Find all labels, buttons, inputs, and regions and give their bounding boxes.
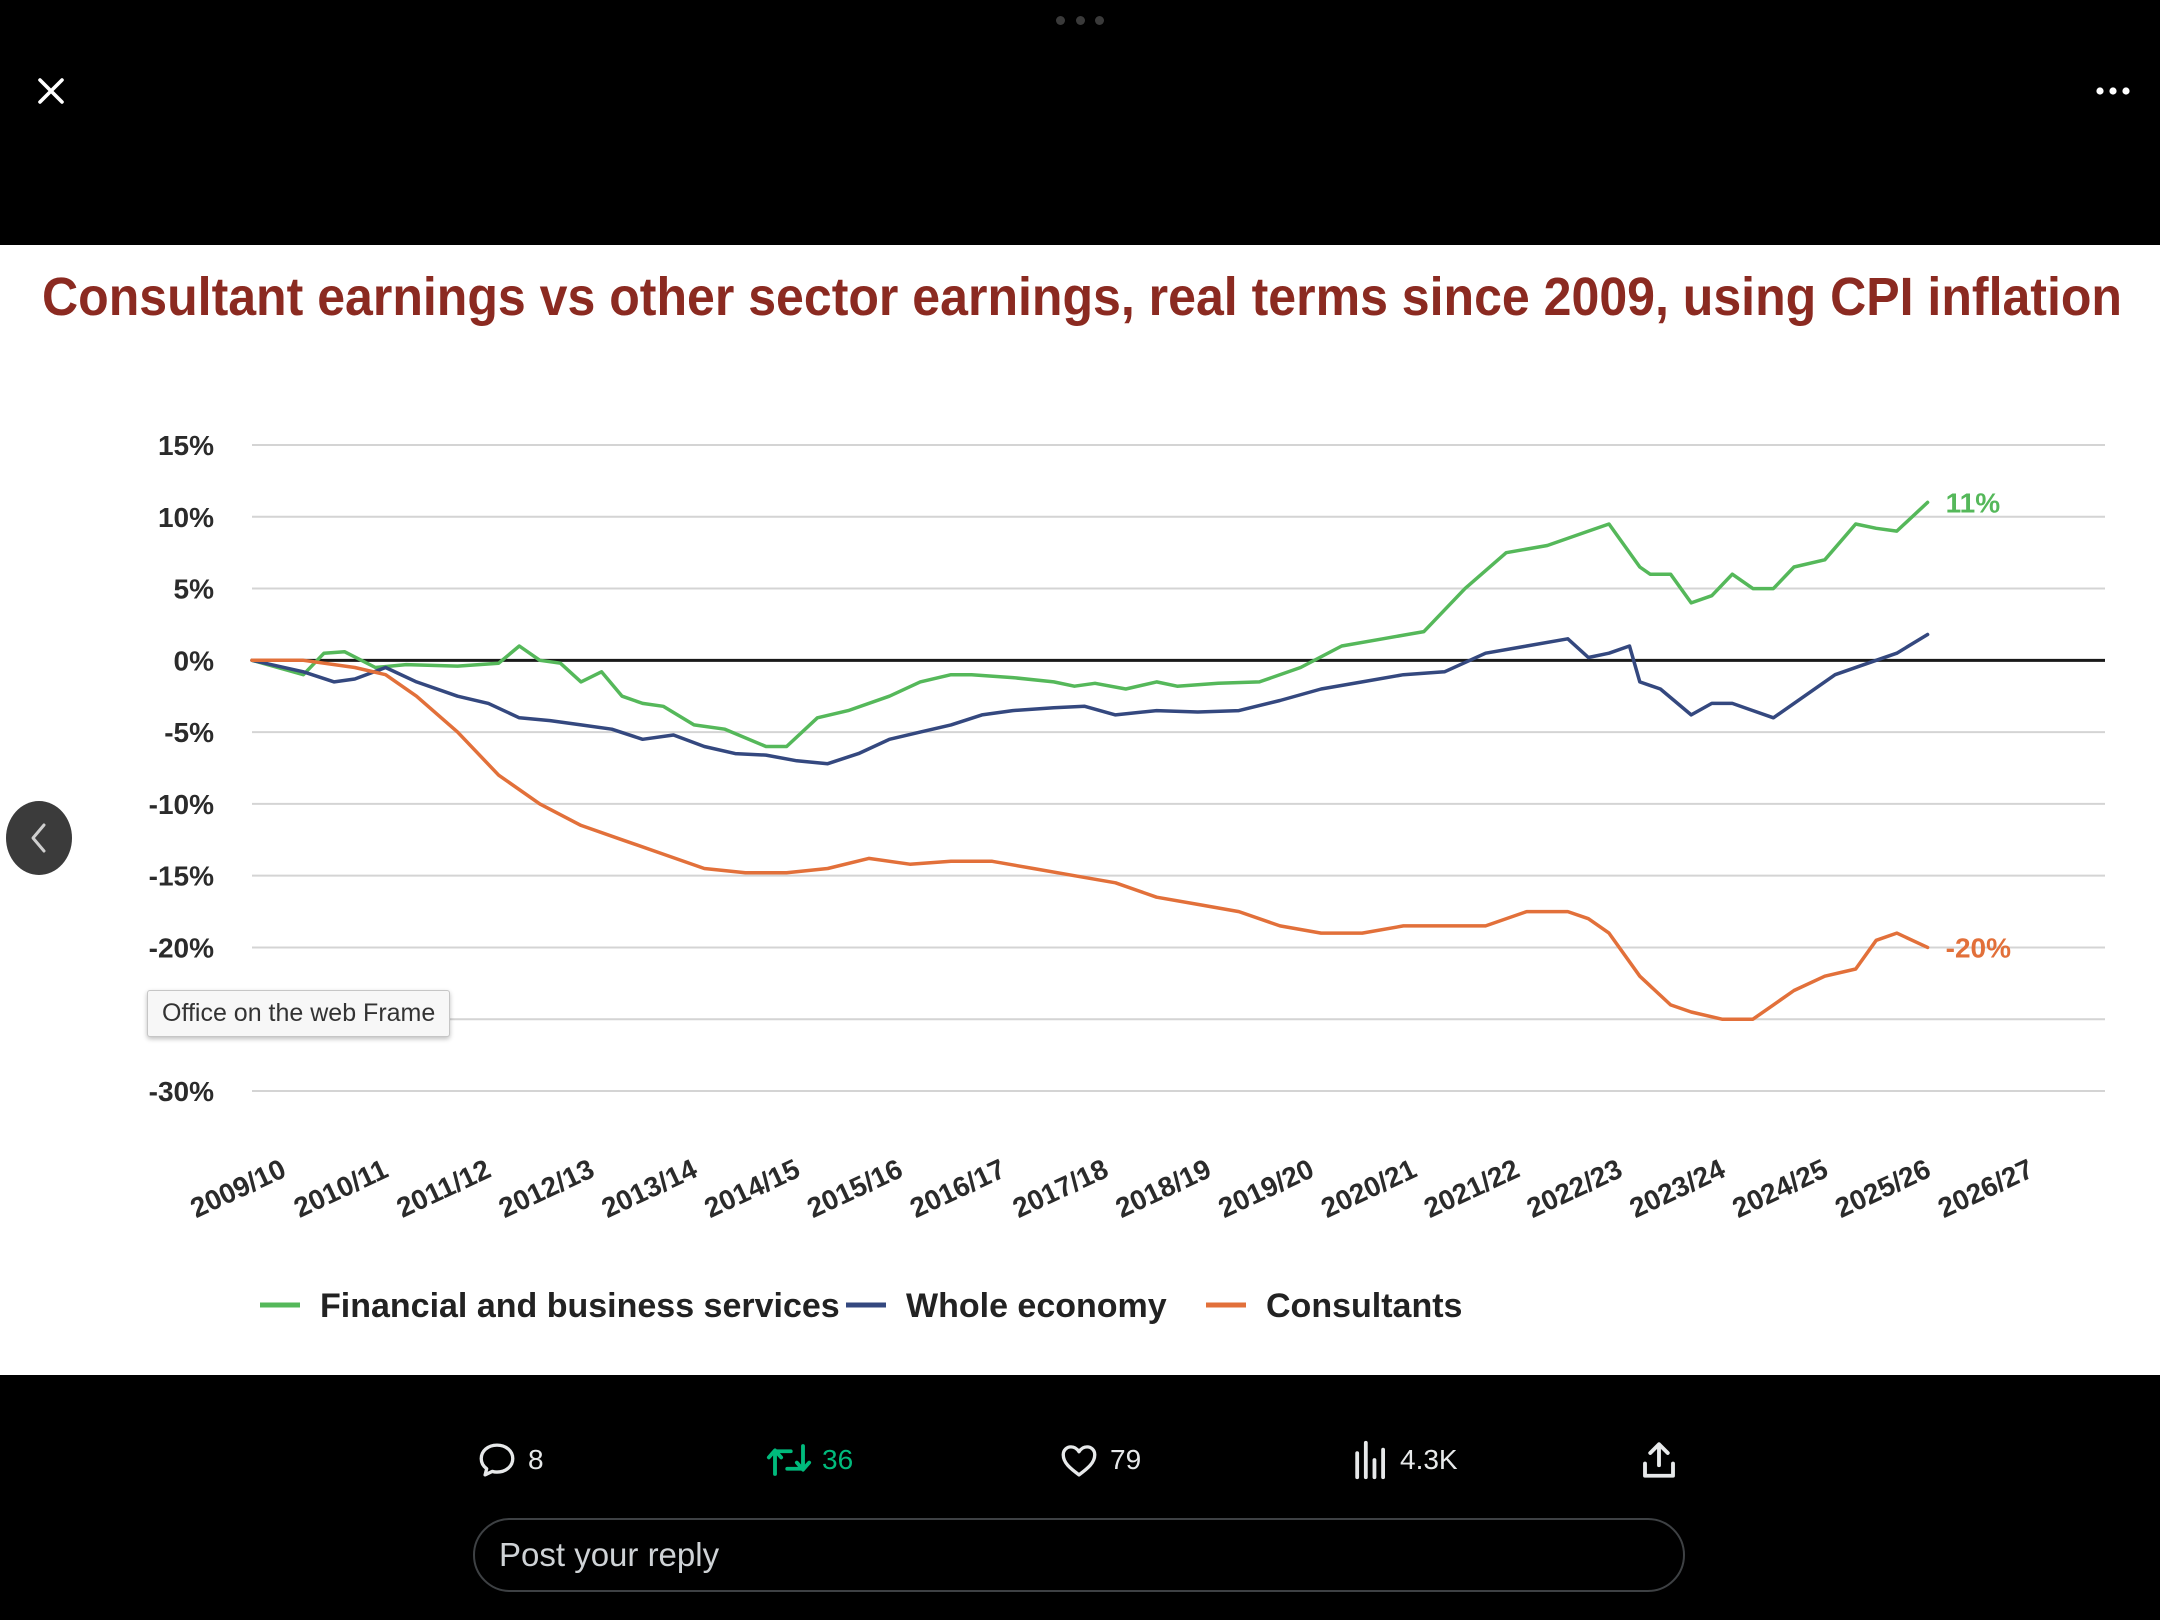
y-tick-label: 5% <box>174 574 215 605</box>
views-icon <box>1355 1440 1385 1480</box>
x-tick-label: 2013/14 <box>597 1153 702 1224</box>
repost-count: 36 <box>822 1444 854 1475</box>
x-tick-label: 2025/26 <box>1830 1153 1935 1224</box>
drag-handle <box>1056 14 1104 26</box>
y-tick-label: 15% <box>158 430 214 461</box>
y-tick-label: 10% <box>158 502 214 533</box>
more-options-button[interactable] <box>2086 68 2140 114</box>
chart-legend: Financial and business services Whole eco… <box>260 1287 1462 1325</box>
x-tick-label: 2020/21 <box>1316 1153 1421 1224</box>
x-tick-label: 2021/22 <box>1419 1153 1524 1224</box>
legend-label: Financial and business services <box>320 1287 840 1325</box>
x-tick-label: 2010/11 <box>289 1153 392 1223</box>
series-line-0 <box>250 500 1930 749</box>
more-horizontal-icon <box>2096 87 2130 95</box>
series-end-label: 11% <box>1946 487 2001 518</box>
views-button[interactable]: 4.3K <box>1352 1430 1458 1490</box>
x-tick-label: 2026/27 <box>1933 1153 2038 1224</box>
reply-placeholder: Post your reply <box>499 1536 720 1573</box>
views-count: 4.3K <box>1400 1444 1458 1475</box>
x-tick-label: 2009/10 <box>186 1153 291 1224</box>
x-tick-label: 2024/25 <box>1728 1153 1833 1224</box>
reply-icon <box>479 1443 515 1477</box>
x-tick-label: 2019/20 <box>1214 1153 1319 1224</box>
share-button[interactable] <box>1638 1430 1680 1490</box>
post-actions: 8 36 79 4.3K <box>0 1430 2160 1490</box>
like-count: 79 <box>1110 1444 1142 1475</box>
x-tick-label: 2023/24 <box>1625 1153 1730 1224</box>
like-button[interactable]: 79 <box>1058 1430 1141 1490</box>
repost-button[interactable]: 36 <box>766 1430 853 1490</box>
y-tick-label: -30% <box>149 1076 214 1107</box>
frame-tooltip: Office on the web Frame <box>147 990 451 1037</box>
y-tick-label: -20% <box>149 932 214 963</box>
media-image: Consultant earnings vs other sector earn… <box>0 245 2160 1375</box>
y-tick-label: -5% <box>164 717 214 748</box>
y-tick-label: -15% <box>149 861 214 892</box>
x-tick-label: 2015/16 <box>802 1153 907 1224</box>
y-tick-label: 0% <box>174 645 215 676</box>
reply-button[interactable]: 8 <box>476 1430 544 1490</box>
x-tick-label: 2017/18 <box>1008 1153 1113 1224</box>
repost-icon <box>766 1444 812 1476</box>
close-icon <box>38 78 64 104</box>
chevron-left-icon <box>31 823 46 853</box>
series-end-label: -20% <box>1946 932 2011 963</box>
series-line-1 <box>250 632 1930 766</box>
share-icon <box>1643 1442 1675 1478</box>
chart: Consultant earnings vs other sector earn… <box>42 267 2122 1325</box>
end-labels: 11% -20% <box>1946 487 2011 963</box>
chart-grid <box>252 444 2105 1092</box>
y-axis: 15% 10% 5% 0% -5% -10% -15% -20% -30% <box>149 430 214 1107</box>
chart-series <box>250 500 1930 1021</box>
x-tick-label: 2022/23 <box>1522 1153 1627 1224</box>
x-tick-label: 2018/19 <box>1111 1153 1216 1224</box>
chart-title: Consultant earnings vs other sector earn… <box>42 267 2122 327</box>
close-button[interactable] <box>28 68 74 114</box>
x-tick-label: 2016/17 <box>905 1153 1010 1224</box>
y-tick-label: -10% <box>149 789 214 820</box>
series-line-2 <box>250 658 1930 1021</box>
x-tick-label: 2012/13 <box>494 1153 599 1224</box>
legend-label: Whole economy <box>906 1287 1167 1325</box>
x-tick-label: 2011/12 <box>392 1153 495 1223</box>
x-tick-label: 2014/15 <box>700 1153 805 1224</box>
previous-image-button[interactable] <box>6 801 72 875</box>
heart-icon <box>1061 1445 1097 1477</box>
reply-count: 8 <box>528 1444 544 1475</box>
legend-label: Consultants <box>1266 1287 1462 1325</box>
reply-input[interactable]: Post your reply <box>473 1518 1685 1592</box>
